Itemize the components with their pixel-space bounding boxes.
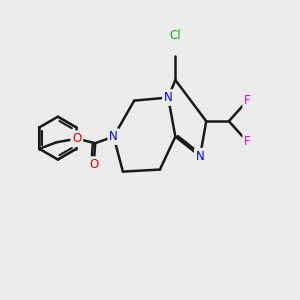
Text: N: N — [109, 130, 118, 143]
Text: Cl: Cl — [169, 29, 181, 42]
Text: F: F — [244, 135, 251, 148]
Text: N: N — [196, 150, 204, 163]
Text: N: N — [164, 91, 172, 104]
Text: O: O — [89, 158, 98, 171]
Text: F: F — [244, 94, 251, 107]
Text: O: O — [72, 132, 81, 145]
